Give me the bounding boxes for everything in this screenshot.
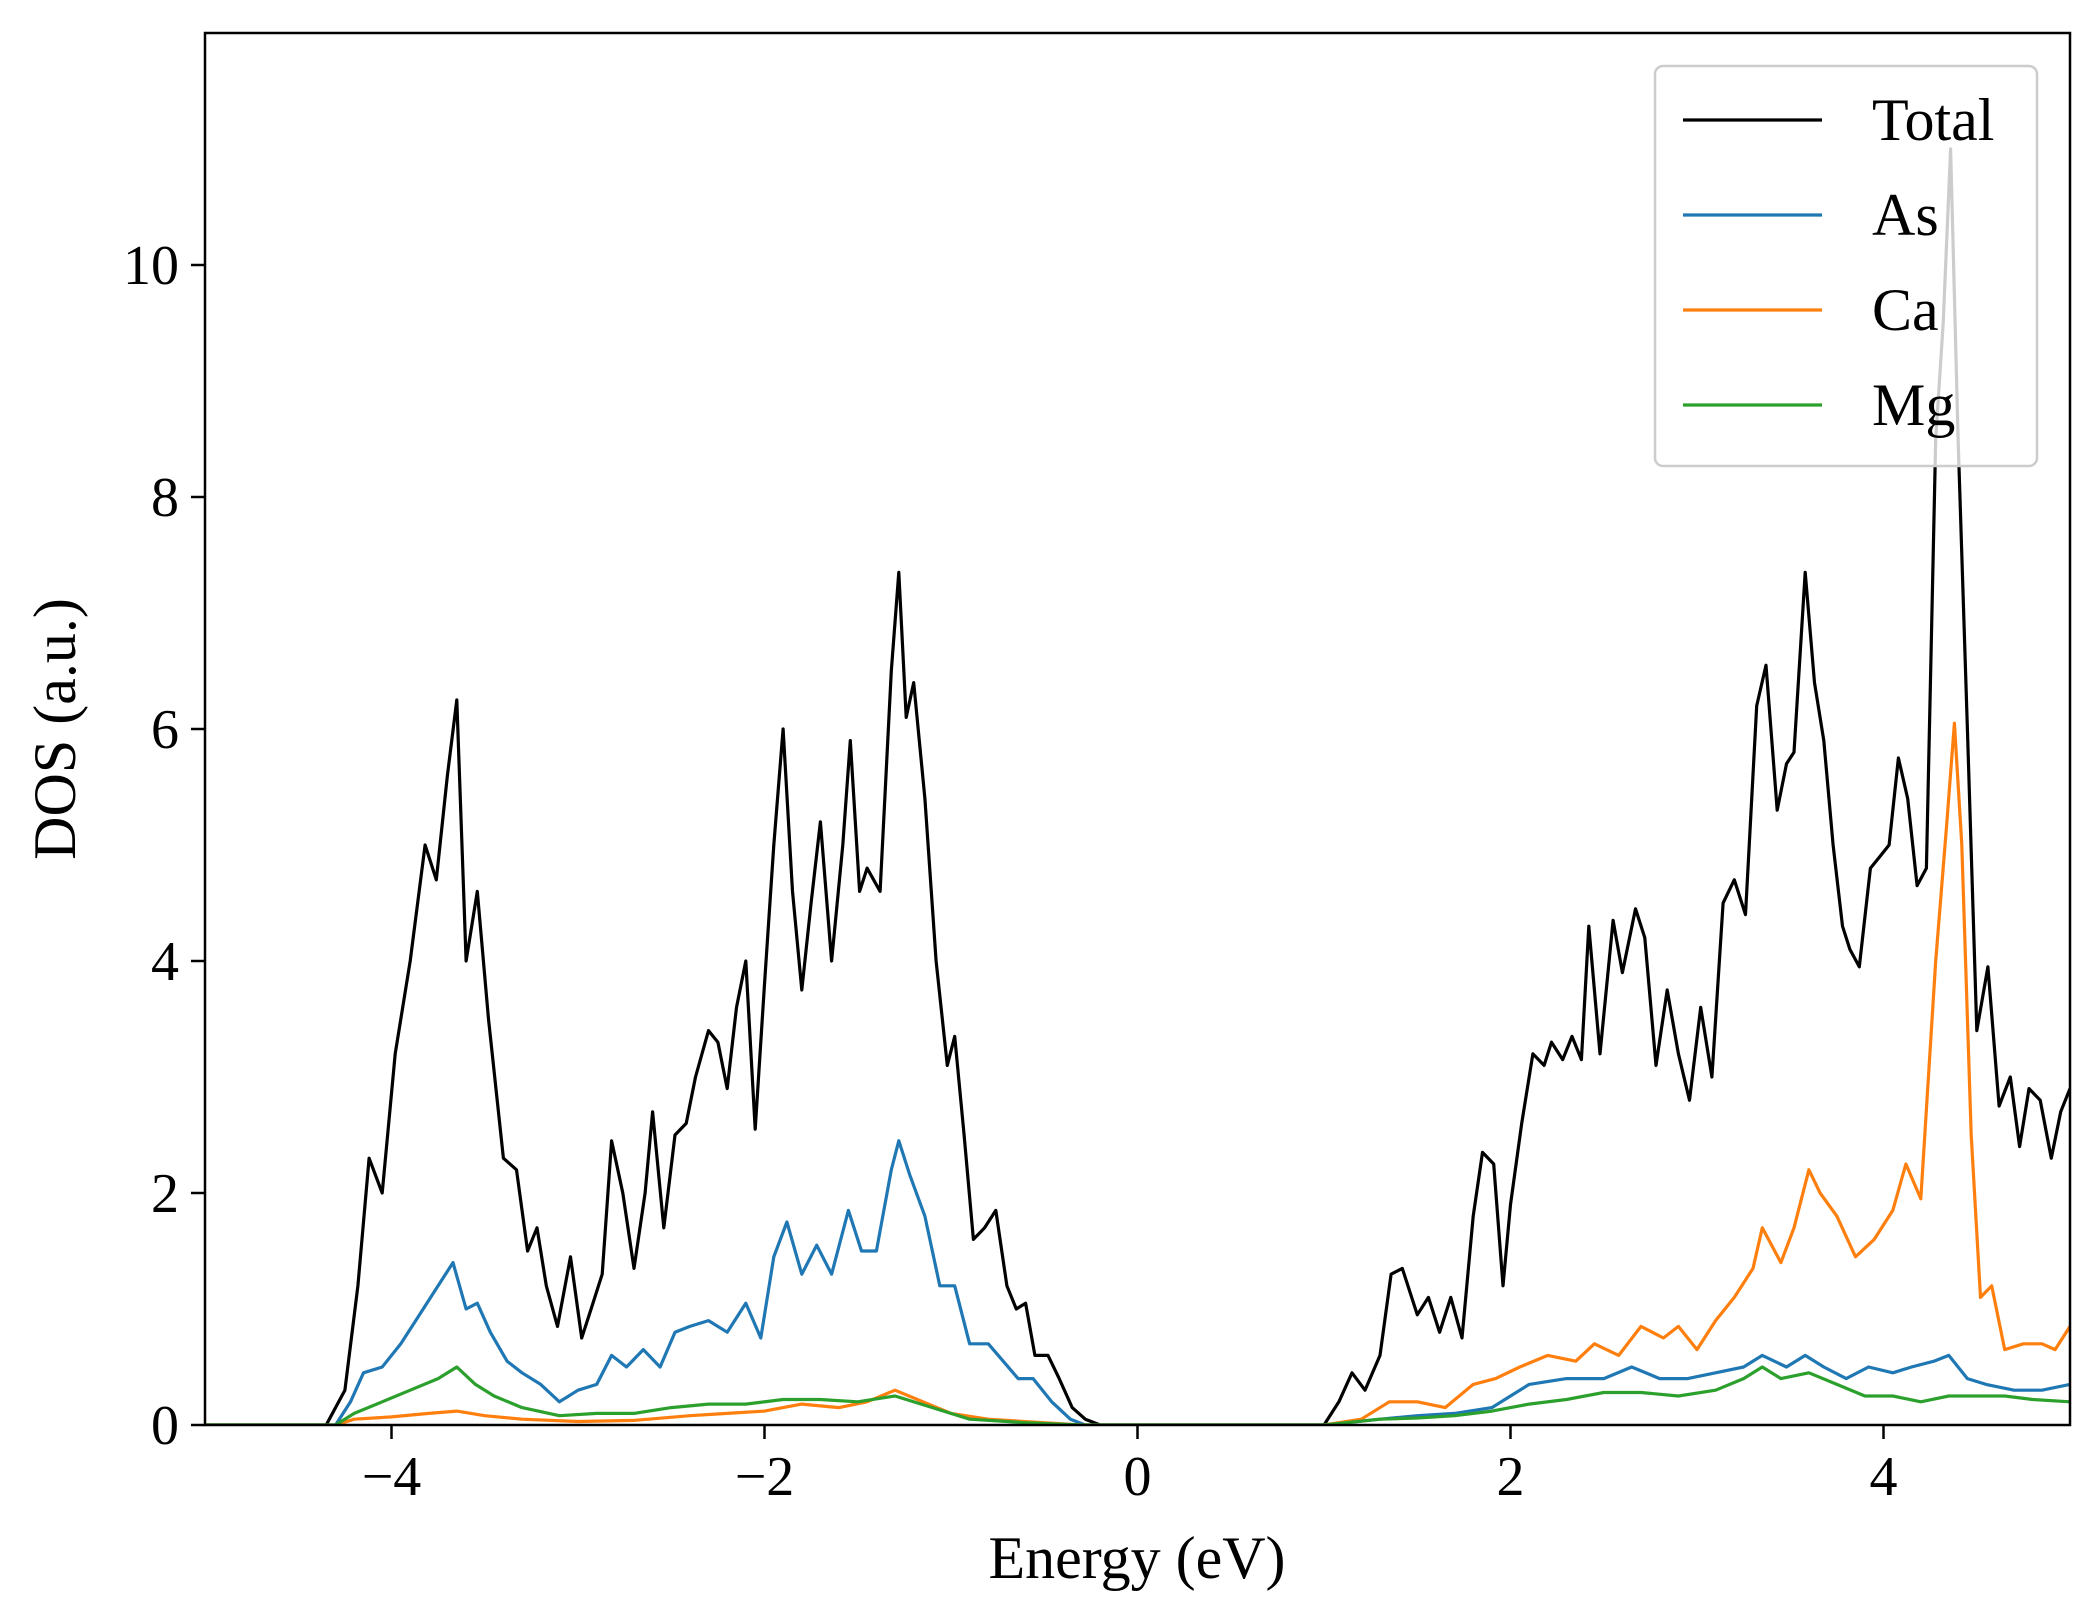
legend-items: Total As Ca Mg: [1683, 87, 1994, 438]
x-tick-label: −2: [735, 1446, 795, 1508]
series-line-total: [205, 147, 2070, 1425]
series-line-as: [205, 1139, 2070, 1425]
legend-box: [1653, 64, 2039, 468]
y-tick-label: 0: [151, 1395, 179, 1457]
y-tick-label: 4: [151, 931, 179, 993]
series-layer: [205, 147, 2070, 1425]
legend-label-total: Total: [1872, 87, 1994, 153]
y-tick-label: 10: [123, 235, 179, 297]
x-tick-label: 0: [1124, 1446, 1152, 1508]
x-axis-ticks: −4 −2 0 2 4: [362, 1425, 1898, 1508]
x-axis-label: Energy (eV): [988, 1525, 1285, 1591]
legend: Total As Ca Mg: [1653, 64, 2039, 468]
y-axis-ticks: 0 2 4 6 8 10: [123, 235, 205, 1457]
y-tick-label: 6: [151, 699, 179, 761]
y-tick-label: 8: [151, 467, 179, 529]
x-tick-label: −4: [362, 1446, 422, 1508]
y-tick-label: 2: [151, 1163, 179, 1225]
x-tick-label: 2: [1497, 1446, 1525, 1508]
legend-label-mg: Mg: [1872, 372, 1955, 438]
x-tick-label: 4: [1870, 1446, 1898, 1508]
series-line-mg: [205, 1365, 2070, 1425]
y-axis-label: DOS (a.u.): [22, 598, 88, 860]
legend-label-as: As: [1872, 182, 1939, 248]
legend-label-ca: Ca: [1872, 277, 1939, 343]
series-line-ca: [205, 721, 2070, 1425]
